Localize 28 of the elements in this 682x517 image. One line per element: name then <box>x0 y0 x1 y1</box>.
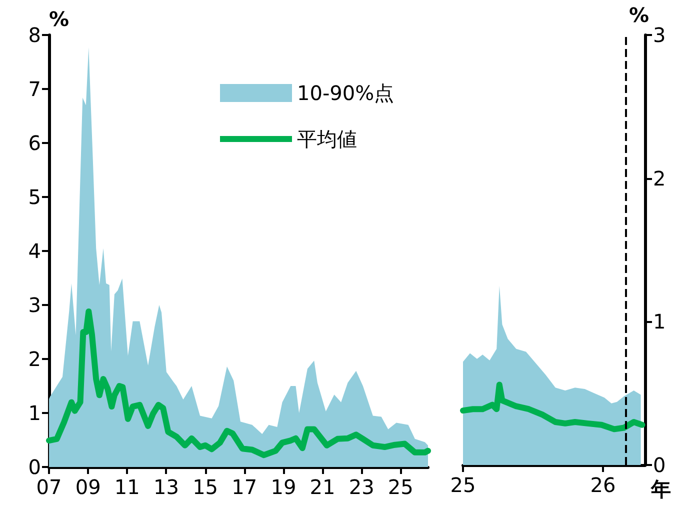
x-tick-label: 25 <box>450 473 476 497</box>
legend-label: 10-90%点 <box>297 81 394 105</box>
legend-label: 平均値 <box>297 127 357 151</box>
y-tick-label: 4 <box>28 239 41 263</box>
x-tick-label: 26 <box>590 473 616 497</box>
y-tick-label: 1 <box>28 401 41 425</box>
y-tick-label: 7 <box>28 77 41 101</box>
x-tick-label: 21 <box>310 475 336 499</box>
y2-tick-label: 1 <box>653 310 666 334</box>
y-tick-label: 6 <box>28 131 41 155</box>
x-axis-title: 年 <box>650 477 671 501</box>
y-tick-label: 2 <box>28 347 41 371</box>
x-tick-label: 25 <box>388 475 414 499</box>
x-tick-label: 19 <box>270 475 296 499</box>
y2-tick-label: 3 <box>653 23 666 47</box>
y2-tick-label: 0 <box>653 453 666 477</box>
y-axis-title: % <box>49 7 70 31</box>
y2-tick-label: 2 <box>653 166 666 190</box>
x-tick-label: 09 <box>75 475 101 499</box>
y-tick-label: 3 <box>28 293 41 317</box>
x-tick-label: 17 <box>232 475 258 499</box>
y-tick-label: 8 <box>28 23 41 47</box>
y-tick-label: 5 <box>28 185 41 209</box>
x-tick-label: 23 <box>348 475 374 499</box>
x-tick-label: 15 <box>192 475 218 499</box>
y2-axis-title: % <box>628 3 649 28</box>
x-tick-label: 13 <box>153 475 179 499</box>
x-tick-label: 11 <box>114 475 140 499</box>
